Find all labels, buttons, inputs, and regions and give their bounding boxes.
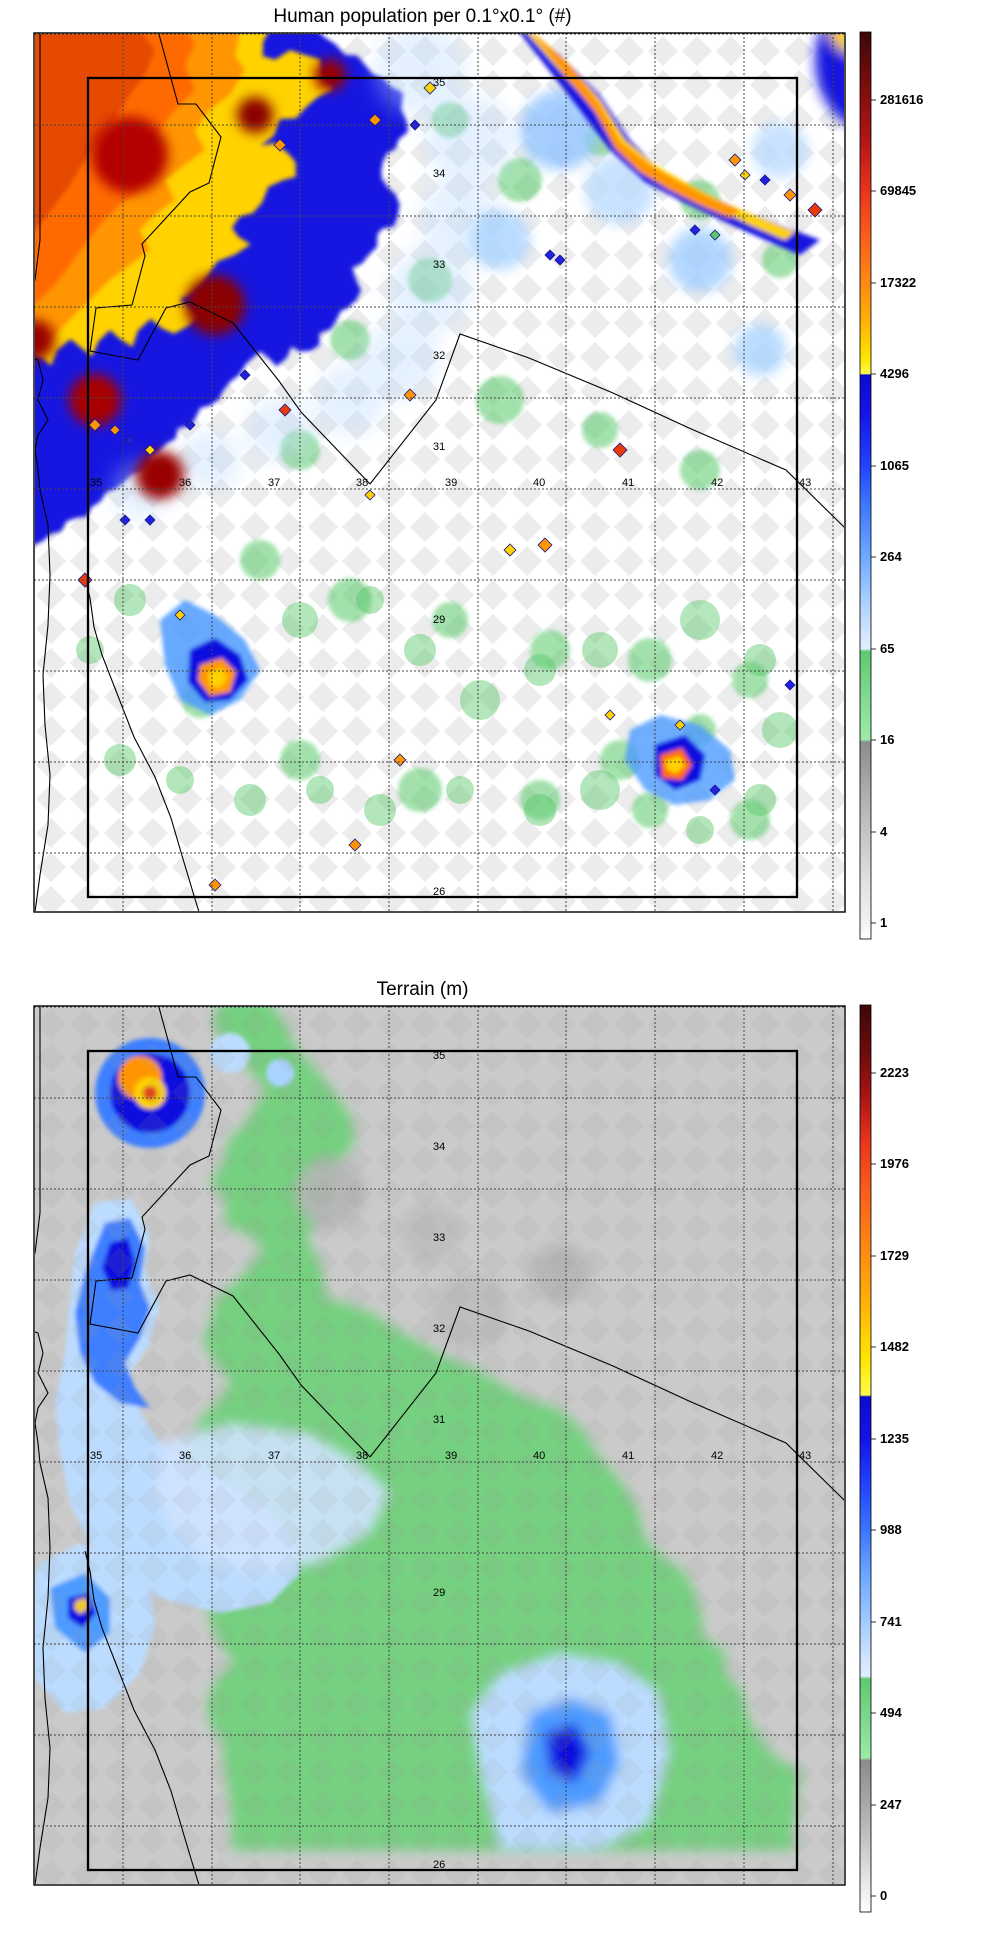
svg-text:43: 43 bbox=[799, 1450, 811, 1462]
svg-text:40: 40 bbox=[533, 477, 545, 489]
svg-text:38: 38 bbox=[356, 477, 368, 489]
svg-text:2223: 2223 bbox=[880, 1065, 909, 1080]
svg-text:39: 39 bbox=[445, 477, 457, 489]
svg-text:26: 26 bbox=[433, 1859, 445, 1871]
svg-text:494: 494 bbox=[880, 1705, 902, 1720]
svg-text:32: 32 bbox=[433, 1323, 445, 1335]
svg-text:42: 42 bbox=[711, 477, 723, 489]
svg-text:32: 32 bbox=[433, 350, 445, 362]
svg-text:41: 41 bbox=[622, 477, 634, 489]
svg-text:43: 43 bbox=[799, 477, 811, 489]
svg-text:1235: 1235 bbox=[880, 1431, 909, 1446]
svg-text:33: 33 bbox=[433, 1232, 445, 1244]
svg-text:35: 35 bbox=[90, 477, 102, 489]
svg-text:41: 41 bbox=[622, 1450, 634, 1462]
svg-text:0: 0 bbox=[880, 1888, 887, 1903]
svg-text:17322: 17322 bbox=[880, 275, 916, 290]
svg-text:39: 39 bbox=[445, 1450, 457, 1462]
svg-text:29: 29 bbox=[433, 1587, 445, 1599]
svg-text:65: 65 bbox=[880, 641, 894, 656]
svg-text:37: 37 bbox=[268, 477, 280, 489]
svg-text:40: 40 bbox=[533, 1450, 545, 1462]
svg-text:1065: 1065 bbox=[880, 458, 909, 473]
svg-text:69845: 69845 bbox=[880, 183, 916, 198]
svg-text:1482: 1482 bbox=[880, 1339, 909, 1354]
svg-text:741: 741 bbox=[880, 1614, 902, 1629]
svg-text:247: 247 bbox=[880, 1797, 902, 1812]
svg-text:1: 1 bbox=[880, 915, 887, 930]
svg-text:988: 988 bbox=[880, 1522, 902, 1537]
svg-text:1729: 1729 bbox=[880, 1248, 909, 1263]
svg-text:4: 4 bbox=[880, 824, 888, 839]
svg-text:4296: 4296 bbox=[880, 366, 909, 381]
svg-text:31: 31 bbox=[433, 441, 445, 453]
svg-text:264: 264 bbox=[880, 549, 902, 564]
svg-text:1976: 1976 bbox=[880, 1156, 909, 1171]
svg-text:37: 37 bbox=[268, 1450, 280, 1462]
svg-text:281616: 281616 bbox=[880, 92, 923, 107]
svg-text:35: 35 bbox=[90, 1450, 102, 1462]
svg-text:35: 35 bbox=[433, 77, 445, 89]
svg-text:36: 36 bbox=[179, 477, 191, 489]
svg-text:33: 33 bbox=[433, 259, 445, 271]
svg-text:16: 16 bbox=[880, 732, 894, 747]
svg-text:34: 34 bbox=[433, 168, 445, 180]
svg-text:35: 35 bbox=[433, 1050, 445, 1062]
svg-text:26: 26 bbox=[433, 886, 445, 898]
svg-text:34: 34 bbox=[433, 1141, 445, 1153]
svg-text:42: 42 bbox=[711, 1450, 723, 1462]
svg-text:36: 36 bbox=[179, 1450, 191, 1462]
svg-text:38: 38 bbox=[356, 1450, 368, 1462]
svg-text:31: 31 bbox=[433, 1414, 445, 1426]
svg-text:29: 29 bbox=[433, 614, 445, 626]
